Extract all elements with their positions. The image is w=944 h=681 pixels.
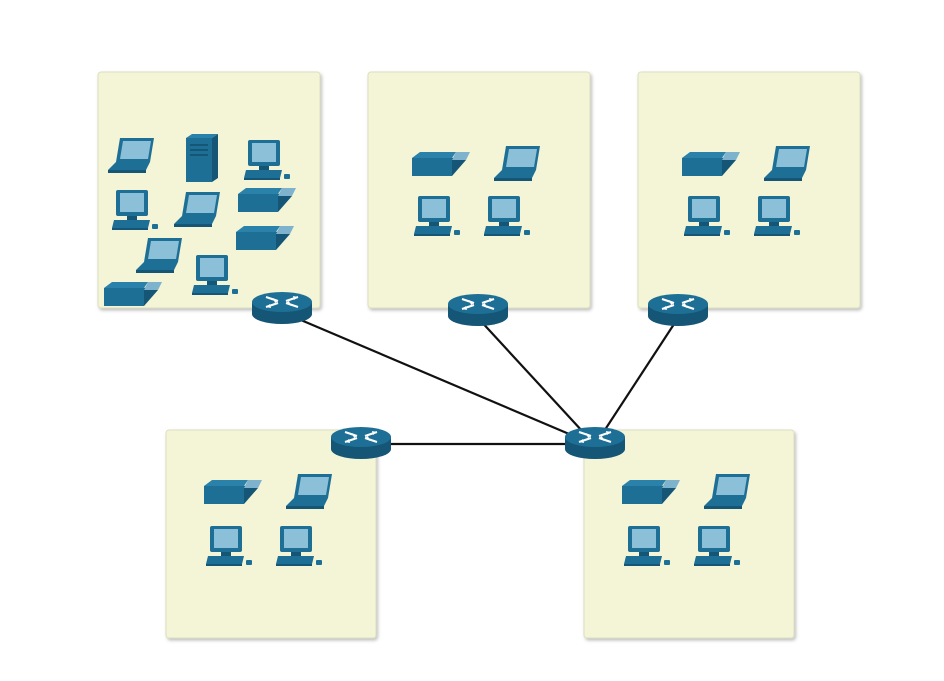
link-router3-core [594,317,679,446]
link-router2-core [477,317,596,446]
router-core-icon [564,426,626,460]
router-2-icon [447,293,509,327]
link-router1-core [281,310,596,447]
router-4-icon [330,426,392,460]
lan-box-2 [367,71,591,309]
lan-box-5 [583,429,795,639]
lan-box-3 [637,71,861,309]
lan-box-4 [165,429,377,639]
server-icon [186,134,218,182]
router-1-icon [251,291,313,325]
router-3-icon [647,293,709,327]
